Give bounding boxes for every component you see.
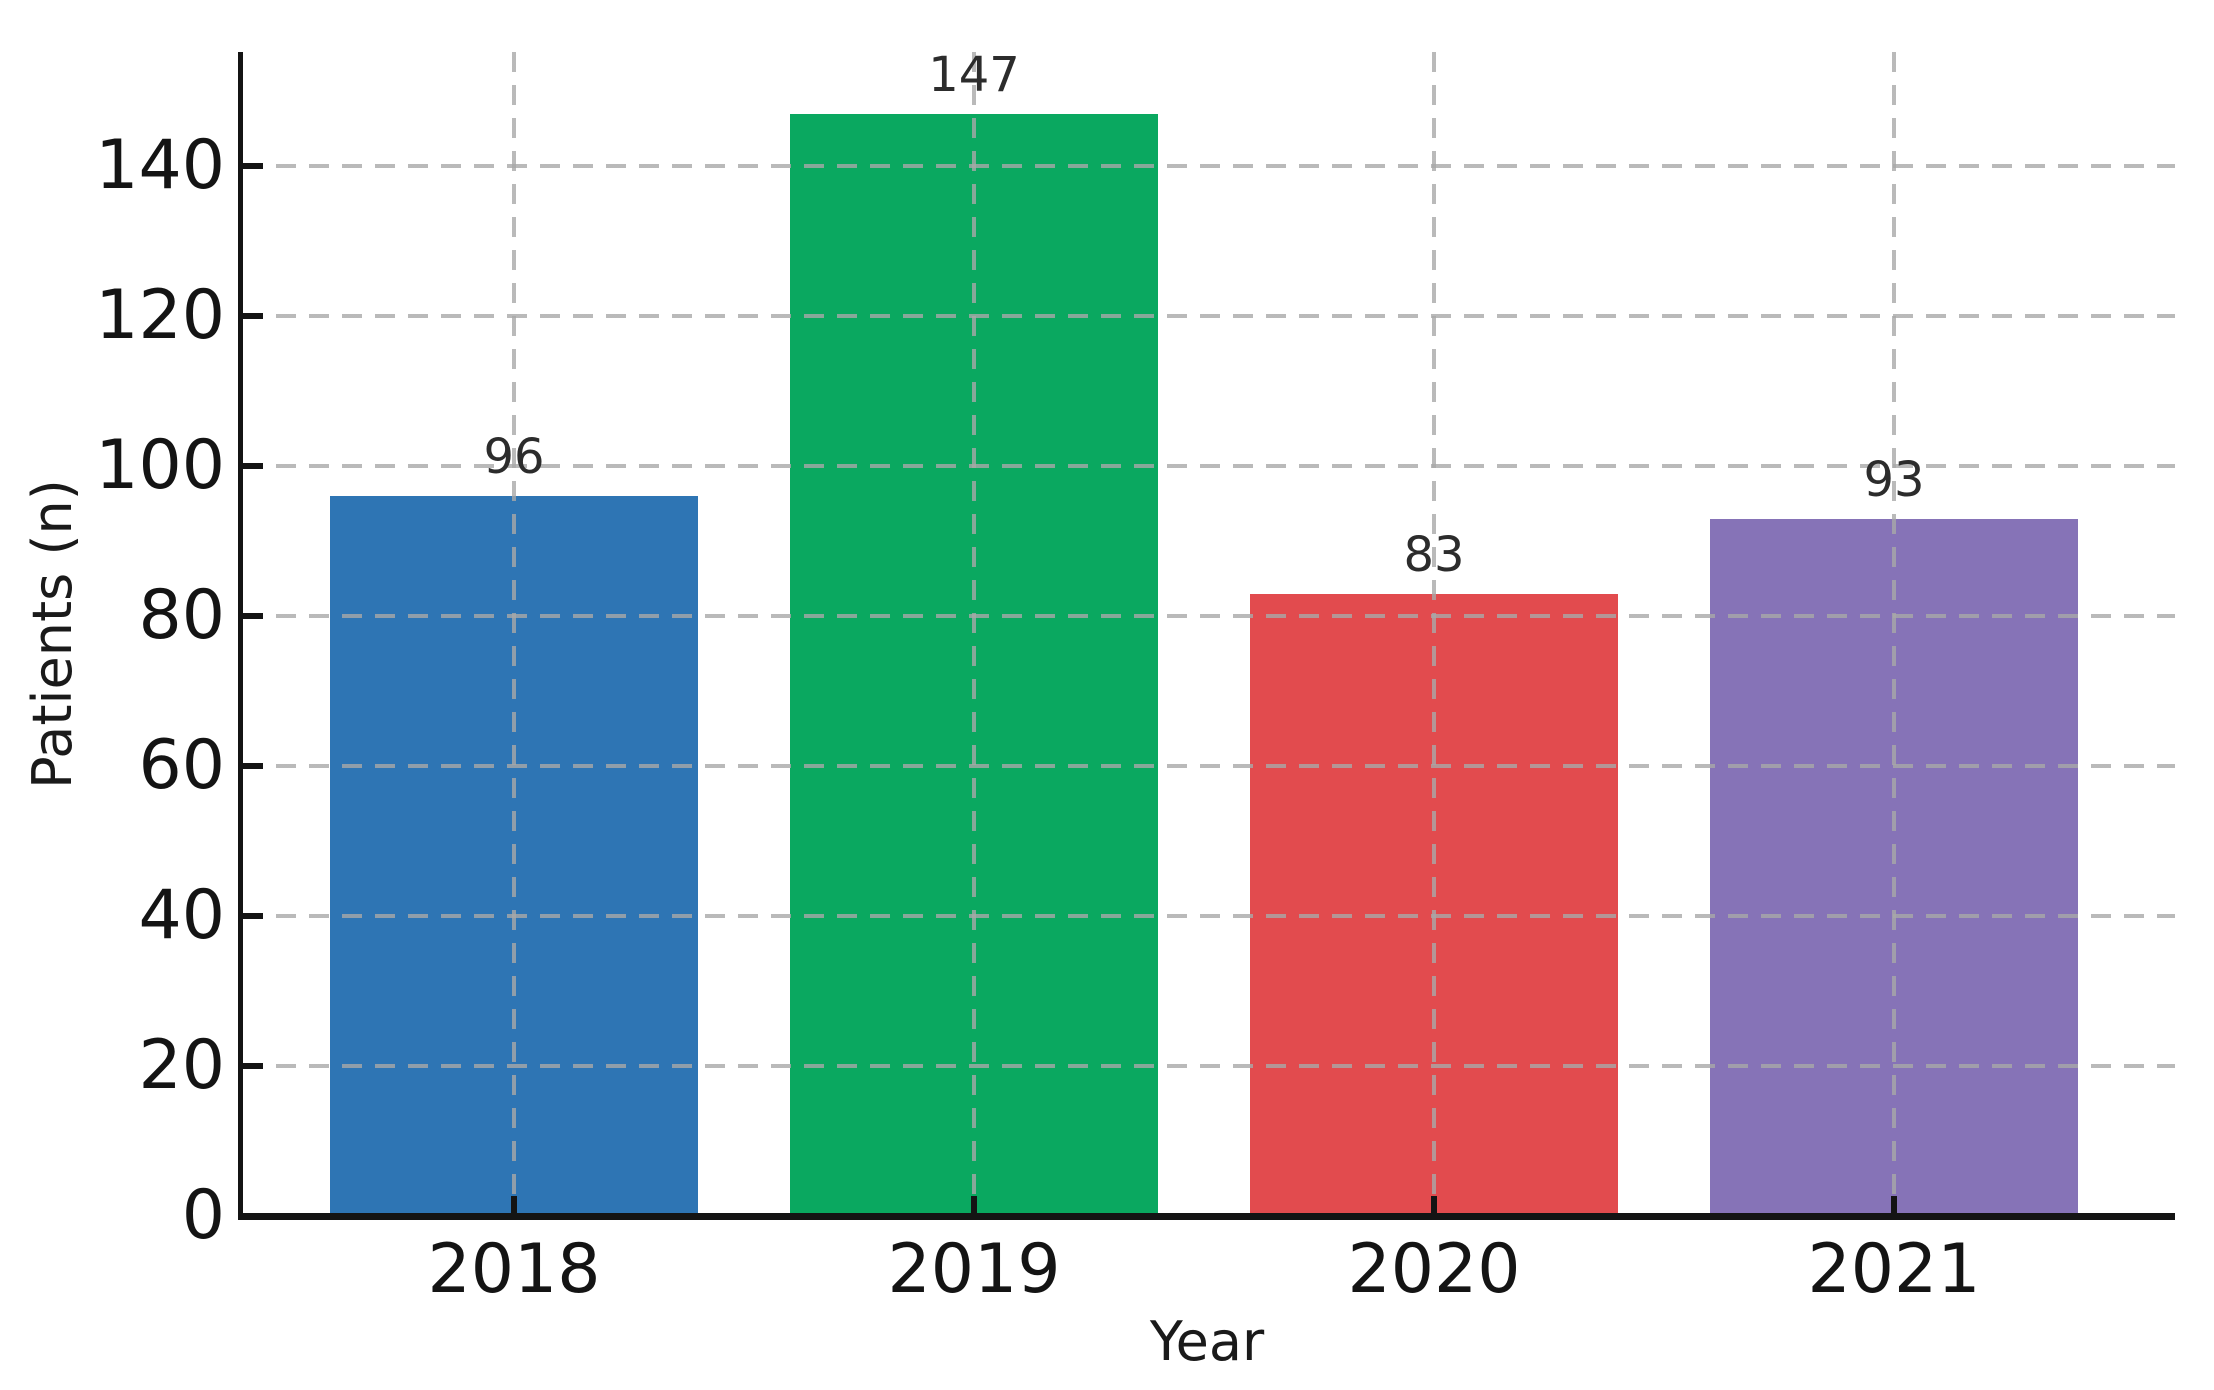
- y-tick-label: 40: [138, 876, 225, 955]
- x-tick-label: 2018: [427, 1230, 601, 1309]
- y-tick-label: 60: [138, 726, 225, 805]
- x-axis-tick: [511, 1196, 517, 1216]
- vertical-gridline: [972, 52, 976, 1216]
- bar-value-label: 96: [483, 429, 545, 485]
- y-axis-tick: [243, 1063, 263, 1069]
- bar-value-label: 83: [1403, 526, 1465, 583]
- x-tick-label: 2020: [1347, 1230, 1521, 1309]
- x-axis-spine: [238, 1213, 2175, 1220]
- y-axis-tick: [243, 463, 263, 469]
- y-tick-label: 140: [95, 126, 225, 205]
- x-tick-label: 2019: [887, 1230, 1061, 1309]
- bar-value-label: 147: [928, 46, 1020, 103]
- x-axis-tick: [1891, 1196, 1897, 1216]
- horizontal-gridline: [243, 464, 2175, 468]
- y-axis-tick: [243, 1213, 263, 1219]
- vertical-gridline: [1892, 52, 1896, 1216]
- horizontal-gridline: [243, 314, 2175, 318]
- x-axis-tick: [1431, 1196, 1437, 1216]
- y-axis-tick: [243, 763, 263, 769]
- horizontal-gridline: [243, 1064, 2175, 1068]
- bar-value-label: 93: [1863, 451, 1925, 508]
- y-tick-label: 120: [95, 276, 225, 355]
- y-axis-tick: [243, 313, 263, 319]
- horizontal-gridline: [243, 914, 2175, 918]
- vertical-gridline: [512, 52, 516, 1216]
- y-axis-tick: [243, 163, 263, 169]
- y-tick-label: 20: [138, 1026, 225, 1105]
- vertical-gridline: [1432, 52, 1436, 1216]
- x-axis-tick: [971, 1196, 977, 1216]
- horizontal-gridline: [243, 764, 2175, 768]
- y-axis-tick: [243, 613, 263, 619]
- y-tick-label: 100: [95, 426, 225, 505]
- x-axis-title: Year: [1149, 1310, 1265, 1373]
- horizontal-gridline: [243, 614, 2175, 618]
- y-tick-label: 80: [138, 576, 225, 655]
- horizontal-gridline: [243, 164, 2175, 168]
- y-axis-spine: [238, 52, 243, 1220]
- y-axis-tick: [243, 913, 263, 919]
- y-tick-label: 0: [181, 1176, 225, 1255]
- x-tick-label: 2021: [1807, 1230, 1981, 1309]
